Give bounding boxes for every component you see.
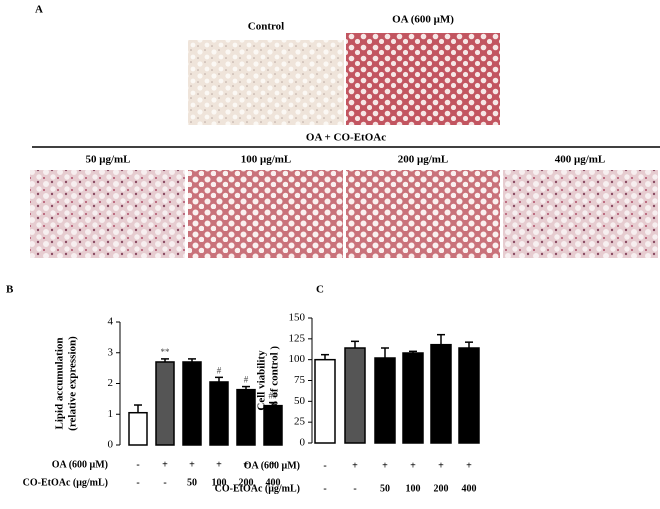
condition-name: CO-EtOAc (μg/mL) [23,477,108,488]
y-tick-label: 4 [108,316,114,328]
condition-label: 200 [434,483,449,494]
condition-label: - [136,477,139,488]
condition-label: + [466,460,472,471]
y-tick-label: 2 [108,377,114,389]
significance-label: # [217,365,222,375]
micrograph [30,170,185,258]
condition-label: + [162,459,168,470]
condition-label: - [323,460,326,471]
micrograph [188,40,344,125]
y-axis-label: Lipid accumulation [54,338,66,430]
condition-label: + [382,460,388,471]
bar [430,343,452,444]
micrograph [346,33,500,125]
y-tick-label: 1 [108,408,114,420]
bar [314,358,336,444]
condition-label: - [353,483,356,494]
bar [236,388,256,446]
condition-label: - [163,477,166,488]
bar [128,411,148,446]
condition-label: - [136,459,139,470]
condition-label: + [410,460,416,471]
condition-label: 400 [462,483,477,494]
condition-label: + [216,459,222,470]
y-tick-label: 3 [108,346,114,358]
image-caption: Control [248,21,284,33]
bar [155,361,175,446]
y-axis-label: (relative expression) [67,336,79,431]
panel-label: C [316,284,324,296]
micrograph [346,170,500,258]
y-tick-label: 0 [300,437,306,449]
group-label: OA + CO-EtOAc [306,132,386,144]
condition-label: 100 [406,483,421,494]
bar [402,352,424,444]
bar [209,381,229,446]
panel-label: B [6,284,14,296]
y-tick-label: 0 [108,439,114,451]
micrograph [188,170,343,258]
bar [344,347,366,444]
image-caption: 100 μg/mL [241,154,292,166]
condition-label: + [189,459,195,470]
panel-label: A [35,4,43,16]
condition-label: 50 [380,483,390,494]
condition-label: + [352,460,358,471]
condition-label: + [243,459,249,470]
condition-label: 100 [212,477,227,488]
condition-label: 200 [239,477,254,488]
y-tick-label: 50 [294,395,306,407]
y-tick-label: 150 [289,312,306,324]
condition-label: 400 [266,477,281,488]
condition-name: OA (600 μM) [52,459,108,470]
bar [182,361,202,446]
image-caption: 200 μg/mL [398,154,449,166]
significance-label: ## [269,391,279,401]
y-tick-label: 100 [289,353,306,365]
y-axis-label: Cell viability [256,350,268,411]
condition-name: OA (600 μM) [244,460,300,471]
condition-label: - [323,483,326,494]
y-tick-label: 125 [289,332,306,344]
image-caption: 50 μg/mL [85,154,130,166]
condition-label: + [270,459,276,470]
y-axis-label: (% of control ) [269,346,281,415]
y-tick-label: 75 [294,374,306,386]
y-tick-label: 25 [294,416,306,428]
bar [374,357,396,444]
significance-label: # [244,375,249,385]
bar [458,347,480,444]
image-caption: OA (600 μM) [392,14,454,26]
condition-label: + [438,460,444,471]
image-caption: 400 μg/mL [555,154,606,166]
condition-label: 50 [187,477,197,488]
significance-label: ** [161,347,171,357]
bar [263,404,283,446]
micrograph [503,170,658,258]
condition-name: CO-EtOAc (μg/mL) [215,483,300,494]
